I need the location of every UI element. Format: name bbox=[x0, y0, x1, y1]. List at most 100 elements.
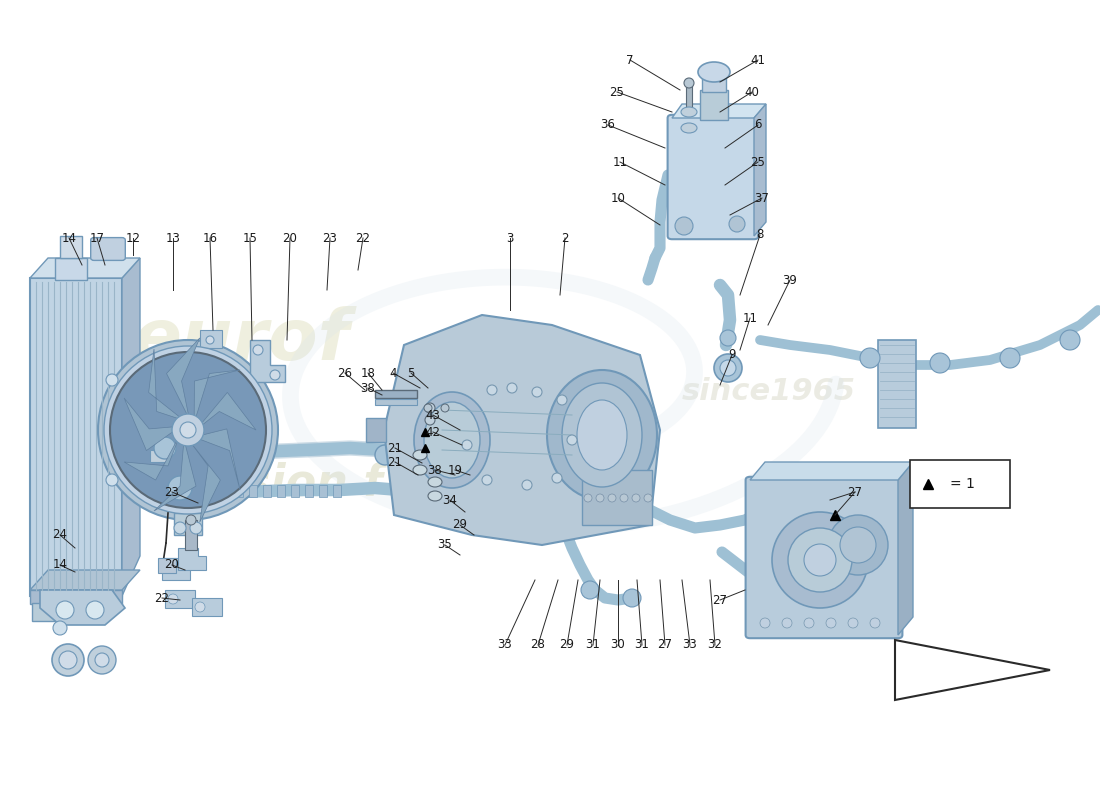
Bar bbox=[30, 590, 122, 604]
Bar bbox=[192, 598, 222, 616]
Ellipse shape bbox=[482, 475, 492, 485]
Ellipse shape bbox=[270, 370, 280, 380]
Ellipse shape bbox=[53, 621, 67, 635]
Text: 4: 4 bbox=[389, 366, 397, 379]
Text: a passion f: a passion f bbox=[110, 462, 383, 505]
Ellipse shape bbox=[1000, 348, 1020, 368]
Ellipse shape bbox=[441, 404, 449, 412]
Text: 21: 21 bbox=[387, 442, 403, 454]
Ellipse shape bbox=[720, 360, 736, 376]
Bar bbox=[305, 485, 314, 497]
Ellipse shape bbox=[566, 435, 578, 445]
Text: 39: 39 bbox=[782, 274, 797, 286]
Text: 16: 16 bbox=[202, 231, 218, 245]
Ellipse shape bbox=[623, 589, 641, 607]
Text: 41: 41 bbox=[750, 54, 766, 66]
Ellipse shape bbox=[522, 480, 532, 490]
Text: eurof: eurof bbox=[132, 306, 349, 375]
Ellipse shape bbox=[180, 422, 196, 438]
Ellipse shape bbox=[562, 383, 642, 487]
Ellipse shape bbox=[788, 528, 853, 592]
Bar bbox=[32, 603, 94, 621]
Ellipse shape bbox=[608, 494, 616, 502]
Text: 33: 33 bbox=[497, 638, 513, 651]
Text: 9: 9 bbox=[728, 349, 736, 362]
Ellipse shape bbox=[104, 346, 272, 514]
Text: 23: 23 bbox=[165, 486, 179, 498]
Ellipse shape bbox=[487, 385, 497, 395]
Text: 25: 25 bbox=[750, 155, 766, 169]
Ellipse shape bbox=[870, 618, 880, 628]
Text: 7: 7 bbox=[626, 54, 634, 66]
Ellipse shape bbox=[168, 476, 192, 500]
Ellipse shape bbox=[581, 581, 600, 599]
Bar bbox=[263, 485, 271, 497]
Bar bbox=[700, 90, 728, 120]
Text: 8: 8 bbox=[757, 229, 763, 242]
Ellipse shape bbox=[826, 618, 836, 628]
Ellipse shape bbox=[620, 494, 628, 502]
Bar bbox=[158, 558, 176, 573]
Ellipse shape bbox=[59, 651, 77, 669]
Polygon shape bbox=[750, 462, 913, 480]
FancyBboxPatch shape bbox=[746, 477, 902, 638]
Bar bbox=[582, 470, 652, 525]
Text: 35: 35 bbox=[438, 538, 452, 551]
Text: 29: 29 bbox=[452, 518, 468, 531]
Ellipse shape bbox=[507, 383, 517, 393]
Ellipse shape bbox=[684, 78, 694, 88]
Text: 29: 29 bbox=[560, 638, 574, 651]
Polygon shape bbox=[124, 434, 180, 480]
Text: 27: 27 bbox=[847, 486, 862, 498]
Text: 42: 42 bbox=[426, 426, 440, 438]
Ellipse shape bbox=[675, 217, 693, 235]
Text: 10: 10 bbox=[610, 191, 626, 205]
Bar bbox=[235, 485, 243, 497]
Ellipse shape bbox=[547, 370, 657, 500]
Polygon shape bbox=[189, 441, 220, 522]
Ellipse shape bbox=[412, 450, 427, 460]
Polygon shape bbox=[194, 370, 240, 423]
FancyBboxPatch shape bbox=[668, 114, 758, 239]
Polygon shape bbox=[754, 104, 766, 236]
Ellipse shape bbox=[782, 618, 792, 628]
Text: 34: 34 bbox=[442, 494, 458, 506]
Ellipse shape bbox=[52, 644, 84, 676]
Text: 24: 24 bbox=[53, 529, 67, 542]
Ellipse shape bbox=[681, 123, 697, 133]
Ellipse shape bbox=[462, 440, 472, 450]
Text: 6: 6 bbox=[755, 118, 761, 131]
Text: 14: 14 bbox=[62, 231, 77, 245]
Ellipse shape bbox=[172, 414, 204, 446]
Polygon shape bbox=[40, 590, 125, 625]
Bar bbox=[319, 485, 327, 497]
Text: 15: 15 bbox=[243, 231, 257, 245]
Text: 5: 5 bbox=[407, 366, 415, 379]
Bar bbox=[702, 78, 726, 92]
Ellipse shape bbox=[375, 445, 395, 465]
Polygon shape bbox=[895, 640, 1050, 700]
Ellipse shape bbox=[720, 330, 736, 346]
Text: 17: 17 bbox=[89, 231, 104, 245]
Polygon shape bbox=[30, 258, 140, 278]
FancyBboxPatch shape bbox=[90, 238, 125, 261]
Text: 22: 22 bbox=[154, 591, 169, 605]
Ellipse shape bbox=[714, 354, 742, 382]
Ellipse shape bbox=[804, 618, 814, 628]
Ellipse shape bbox=[190, 522, 202, 534]
Text: 13: 13 bbox=[166, 231, 180, 245]
Polygon shape bbox=[122, 258, 140, 596]
Ellipse shape bbox=[168, 594, 178, 604]
Text: 38: 38 bbox=[361, 382, 375, 394]
Ellipse shape bbox=[698, 62, 730, 82]
Ellipse shape bbox=[848, 618, 858, 628]
Ellipse shape bbox=[632, 494, 640, 502]
Ellipse shape bbox=[206, 336, 214, 344]
Ellipse shape bbox=[860, 348, 880, 368]
Bar bbox=[55, 258, 87, 280]
Ellipse shape bbox=[772, 512, 868, 608]
Ellipse shape bbox=[1060, 330, 1080, 350]
Polygon shape bbox=[178, 548, 206, 570]
Polygon shape bbox=[124, 398, 180, 450]
Text: 31: 31 bbox=[635, 638, 649, 651]
